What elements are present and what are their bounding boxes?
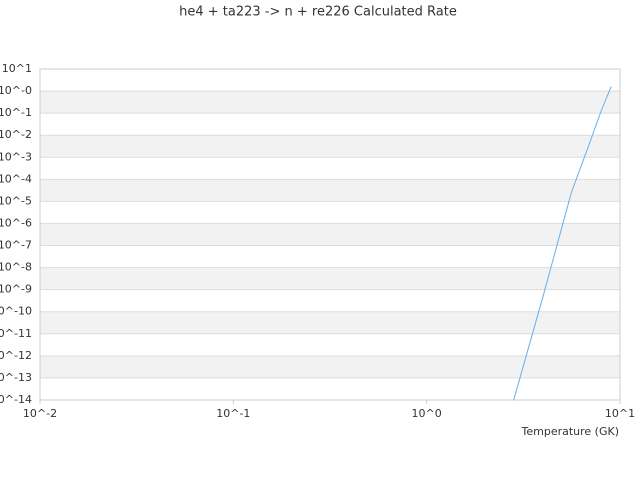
y-tick-label: 10^-14 <box>0 393 32 406</box>
chart-title: he4 + ta223 -> n + re226 Calculated Rate <box>179 5 457 20</box>
y-tick-label: 10^-9 <box>0 283 32 296</box>
y-tick-label: 10^-4 <box>0 172 32 185</box>
grid-band <box>40 311 620 334</box>
y-tick-label: 10^-3 <box>0 150 32 163</box>
line <box>513 86 612 401</box>
y-tick-label: 10^-2 <box>0 128 32 141</box>
grid-band <box>40 135 620 158</box>
y-tick-label: 10^-13 <box>0 371 32 384</box>
grid-band <box>40 355 620 378</box>
plot-frame <box>39 68 621 401</box>
y-tick-label: 10^-0 <box>0 84 32 97</box>
x-tick-label: 10^0 <box>412 407 442 420</box>
y-tick-label: 10^-10 <box>0 305 32 318</box>
x-axis-label: Temperature (GK) <box>521 425 620 438</box>
grid-band <box>40 267 620 290</box>
y-tick-label: 10^-8 <box>0 261 32 274</box>
y-tick-label: 10^-5 <box>0 194 32 207</box>
grid-band <box>40 179 620 202</box>
grid-band <box>40 223 620 246</box>
y-tick-label: 10^-1 <box>0 106 32 119</box>
x-tick-label: 10^-1 <box>216 407 250 420</box>
x-tick-label: 10^1 <box>605 407 635 420</box>
y-tick-label: 10^-6 <box>0 216 32 229</box>
grid-band <box>40 91 620 114</box>
y-tick-label: 10^-11 <box>0 327 32 340</box>
y-tick-label: 10^-12 <box>0 349 32 362</box>
y-tick-label: 10^1 <box>2 62 32 75</box>
y-tick-label: 10^-7 <box>0 239 32 252</box>
x-tick-label: 10^-2 <box>23 407 57 420</box>
